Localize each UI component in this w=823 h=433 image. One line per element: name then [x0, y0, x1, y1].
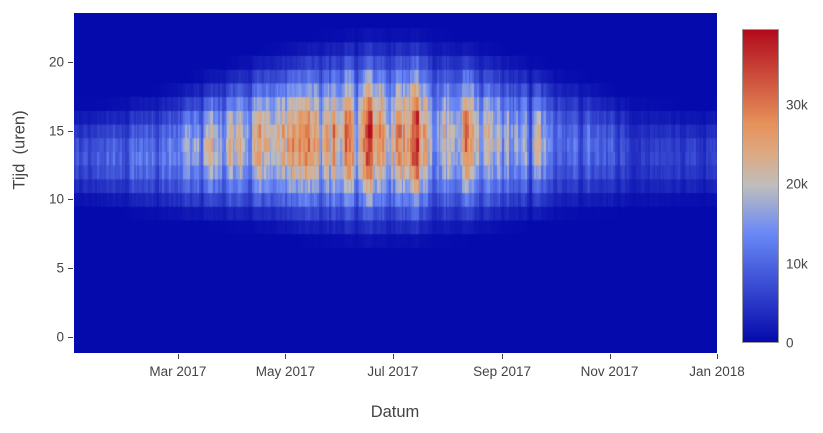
colorbar[interactable]: [742, 29, 779, 343]
x-tick-mark: [717, 354, 718, 359]
y-tick-label: 20: [48, 54, 64, 70]
y-tick-mark: [68, 336, 73, 338]
x-tick-mark: [392, 354, 394, 359]
y-axis-title: Tijd (uren): [10, 110, 29, 190]
y-tick-mark: [68, 130, 73, 132]
x-tick-label: Jul 2017: [367, 364, 419, 379]
heatmap-plot-area[interactable]: [74, 13, 717, 353]
y-tick-mark: [68, 199, 73, 201]
y-tick-mark: [68, 268, 73, 269]
y-tick-label: 15: [48, 123, 64, 139]
x-tick-label: Nov 2017: [580, 364, 639, 379]
x-tick-mark: [285, 354, 287, 359]
y-tick-label: 5: [56, 260, 64, 276]
x-tick-mark: [177, 354, 179, 359]
x-tick-label: Sep 2017: [473, 364, 531, 379]
y-tick-label: 0: [56, 329, 64, 345]
y-tick-label: 10: [48, 191, 64, 207]
colorbar-tick-label: 10k: [786, 256, 808, 272]
x-tick-label: Jan 2018: [689, 364, 745, 379]
colorbar-tick-label: 0: [786, 335, 794, 351]
colorbar-tick-label: 30k: [786, 97, 808, 113]
x-axis-title: Datum: [370, 403, 420, 421]
colorbar-tick-label: 20k: [786, 176, 808, 192]
x-tick-mark: [502, 354, 504, 359]
x-tick-mark: [609, 354, 611, 359]
x-tick-label: Mar 2017: [149, 364, 207, 379]
x-tick-label: May 2017: [255, 364, 316, 379]
y-tick-mark: [68, 62, 73, 64]
